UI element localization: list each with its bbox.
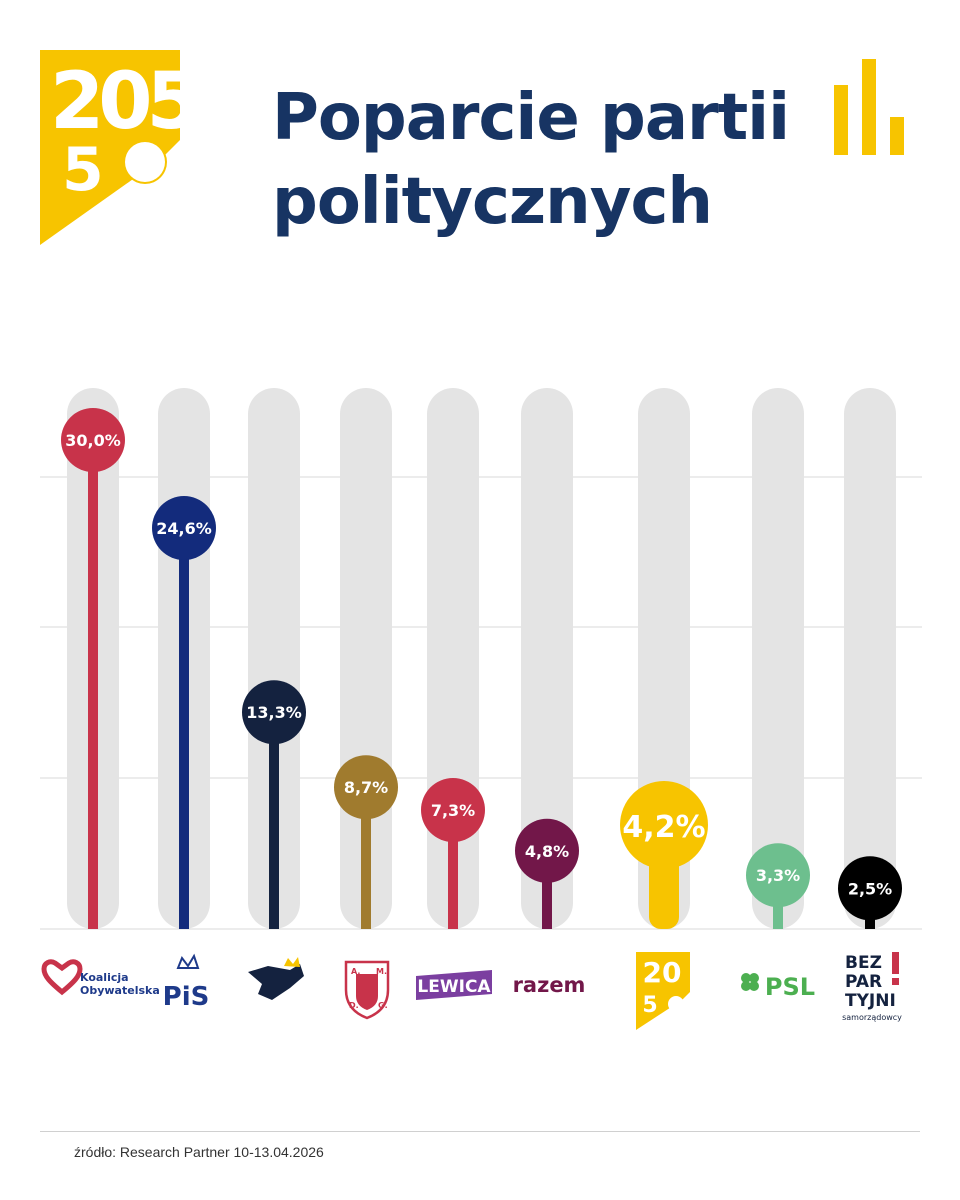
polska-2050-logo: 2050 5 (40, 50, 180, 245)
logo-text: M. (376, 967, 387, 976)
data-label: 30,0% (65, 431, 121, 450)
title-line-2: politycznych (272, 165, 713, 239)
party-logo-psl: PSL (741, 973, 815, 1001)
bar-bubble (242, 680, 306, 745)
data-label: 4,2% (622, 810, 705, 845)
bar-track (248, 388, 300, 929)
bar-bubble (746, 843, 810, 908)
bar-stem (179, 528, 189, 929)
logo-text: TYJNI (845, 991, 896, 1011)
bar-stem (361, 787, 371, 929)
bar-group: 4,8% (515, 388, 579, 929)
bar-bubble (421, 778, 485, 843)
party-logo-razem: razem (513, 973, 586, 997)
party-logo-lewica: LEWICA (416, 970, 492, 1000)
logo-text: Koalicja (80, 971, 129, 984)
clover-icon (741, 973, 751, 983)
page-title: Poparcie partii politycznych (272, 76, 790, 244)
logo-text: 5 (642, 993, 657, 1018)
source-note: źródło: Research Partner 10-13.04.2026 (74, 1144, 324, 1160)
bar-track (844, 388, 896, 929)
logo-text: PiS (163, 982, 210, 1012)
bar-group: 3,3% (746, 388, 810, 929)
logo-text: samorządowcy (842, 1013, 902, 1022)
bar-stem (88, 440, 98, 929)
bar-bubble (152, 496, 216, 561)
logo-text: G. (378, 1001, 388, 1010)
bar-bubble (61, 408, 125, 472)
svg-text:2050: 2050 (50, 57, 180, 147)
clover-icon (741, 981, 751, 991)
party-logo-kkp: A. M. D. G. (344, 960, 390, 1020)
party-logo-konfederacja (248, 957, 304, 1000)
crown-icon (284, 957, 300, 967)
bar-bubble (620, 781, 708, 869)
clover-icon (749, 981, 759, 991)
bar-bubble (515, 818, 579, 883)
bar-chart-icon (834, 59, 904, 155)
svg-text:5: 5 (62, 135, 104, 205)
bar-group: 7,3% (421, 388, 485, 929)
bar-track (521, 388, 573, 929)
data-label: 2,5% (848, 879, 892, 898)
bar-stem (542, 850, 552, 929)
logo-text: Obywatelska (80, 984, 160, 997)
data-label: 8,7% (344, 778, 388, 797)
data-label: 3,3% (756, 866, 800, 885)
party-logo-2050: 205 (636, 952, 690, 1030)
polska-2050-logo (636, 952, 690, 1030)
bar-group: 24,6% (152, 388, 216, 929)
razem-logo: razem (513, 973, 586, 997)
bar-bubble (838, 856, 902, 921)
logo-text: BEZ (845, 953, 882, 973)
bar-group: 13,3% (242, 388, 306, 929)
poll-chart: 30,0% 24,6% 13,3% 8,7% 7,3% 4,8% 4,2% 3,3% 2,5% K… (40, 388, 922, 1030)
logo-text: LEWICA (417, 977, 491, 997)
bar-track (752, 388, 804, 929)
logo-text: PAR (845, 972, 882, 992)
exclamation-dot (892, 978, 899, 985)
logo-text: D. (349, 1001, 359, 1010)
source-divider (40, 1131, 920, 1132)
data-label: 7,3% (431, 801, 475, 820)
logo-text: A. (351, 967, 360, 976)
eagle-crown-icon (176, 953, 200, 969)
shield-inner (356, 974, 378, 1010)
logo-text: PSL (765, 973, 815, 1001)
bar-bubble (334, 755, 398, 820)
data-label: 4,8% (525, 842, 569, 861)
heart-icon (41, 959, 83, 996)
party-logo-pis: PiS (163, 953, 210, 1012)
bar-group: 4,2% (620, 388, 708, 929)
konfederacja-eagle-icon (248, 964, 304, 1000)
bar-stem (448, 810, 458, 929)
data-label: 13,3% (246, 703, 302, 722)
bar-stem (269, 712, 279, 929)
logo-dot (668, 996, 684, 1012)
title-line-1: Poparcie partii (272, 81, 790, 155)
logo-text: 20 (643, 956, 682, 989)
data-label: 24,6% (156, 519, 212, 538)
lewica-logo (416, 970, 492, 1000)
bar-group: 8,7% (334, 388, 398, 929)
bar-group: 2,5% (838, 388, 902, 929)
exclamation-icon (892, 952, 899, 974)
bar-group: 30,0% (61, 388, 125, 929)
clover-icon (749, 973, 759, 983)
